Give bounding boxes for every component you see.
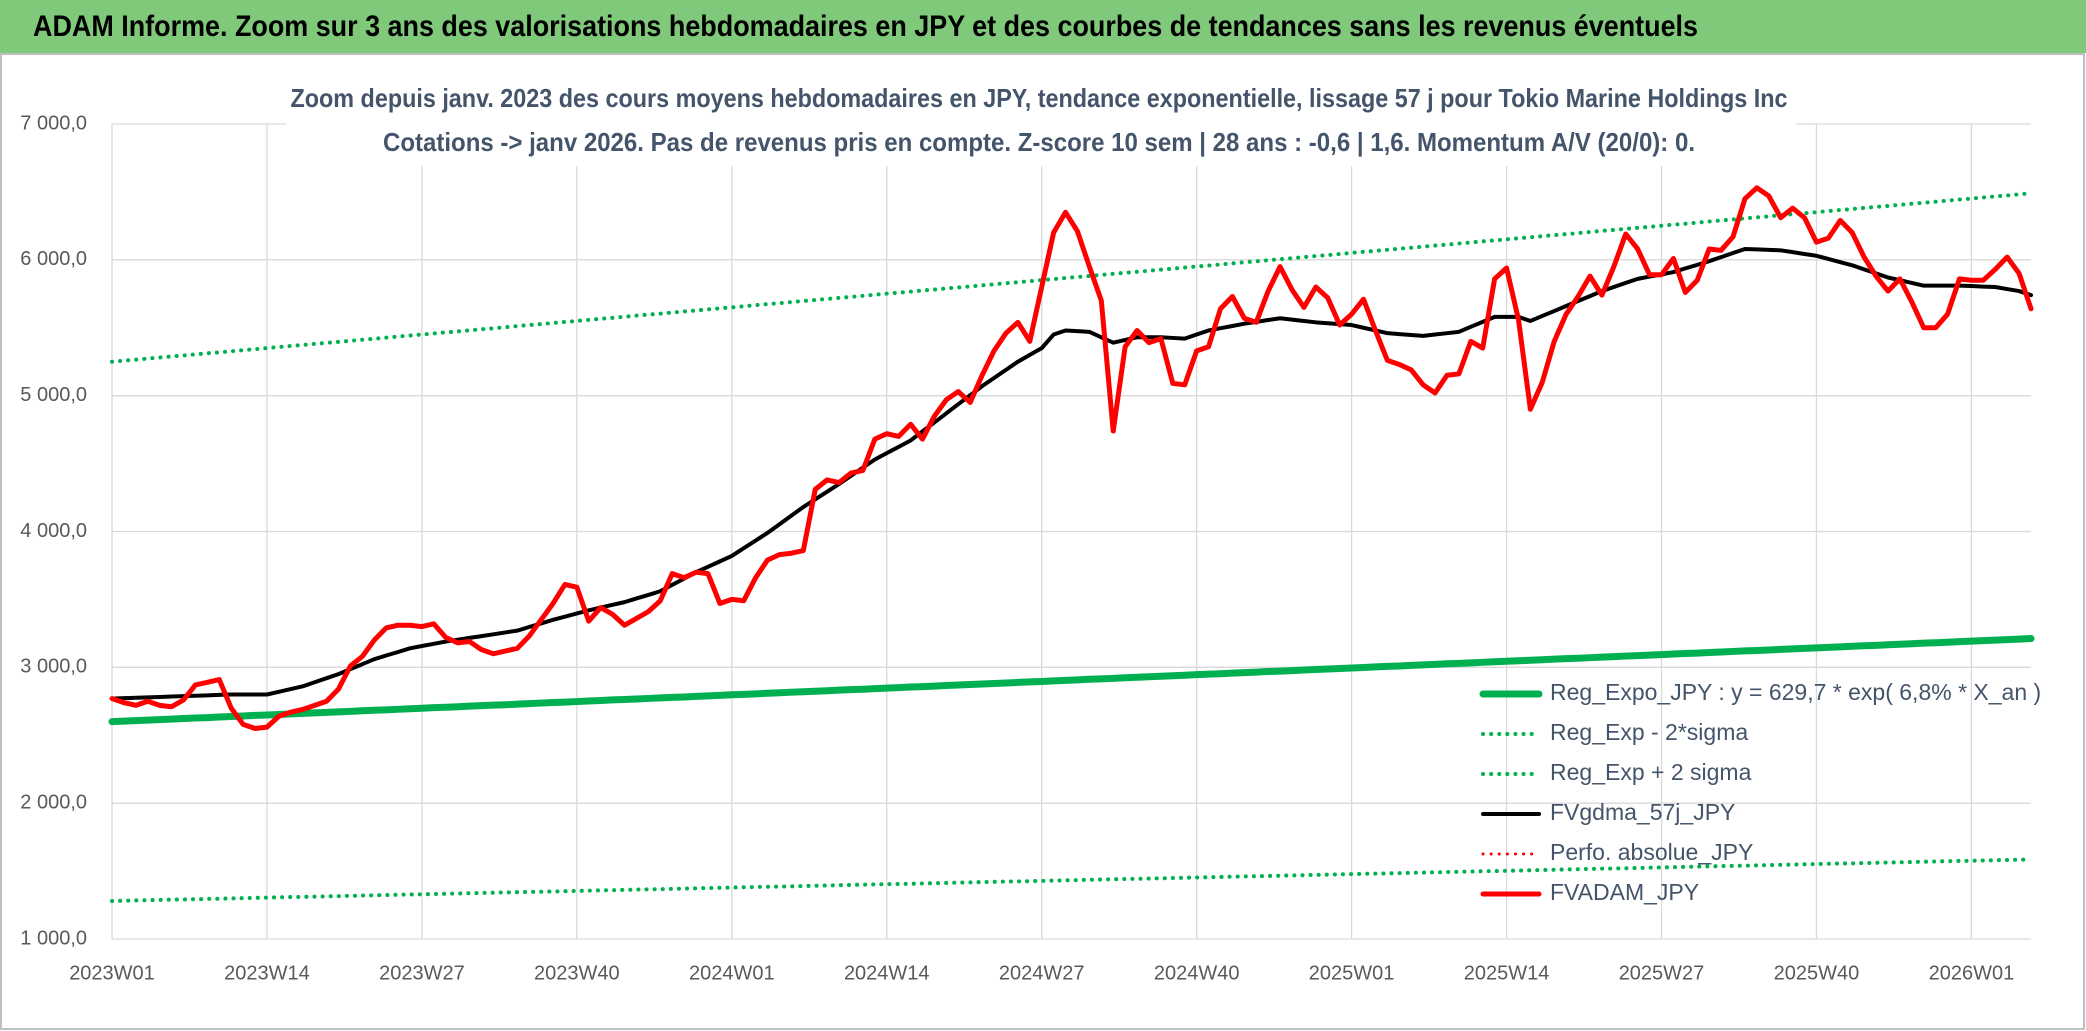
- y-tick-label: 4 000,0: [20, 520, 87, 542]
- y-tick-label: 6 000,0: [20, 248, 87, 270]
- x-tick-label: 2024W01: [689, 962, 775, 984]
- legend-label: Reg_Exp + 2 sigma: [1550, 759, 1752, 785]
- chart-subtitle: Cotations -> janv 2026. Pas de revenus p…: [383, 127, 1695, 157]
- y-tick-label: 1 000,0: [20, 927, 87, 949]
- title-box: [286, 80, 1796, 166]
- legend-label: Reg_Exp - 2*sigma: [1550, 719, 1748, 745]
- legend-label: FVADAM_JPY: [1550, 879, 1699, 905]
- y-tick-label: 7 000,0: [20, 112, 87, 134]
- legend-label: Reg_Expo_JPY : y = 629,7 * exp( 6,8% * X…: [1550, 679, 2041, 705]
- y-tick-label: 5 000,0: [20, 384, 87, 406]
- legend-label: Perfo. absolue_JPY: [1550, 839, 1753, 865]
- header-title: ADAM Informe. Zoom sur 3 ans des valoris…: [33, 10, 1698, 43]
- x-tick-label: 2023W27: [379, 962, 465, 984]
- legend-label: FVgdma_57j_JPY: [1550, 799, 1735, 825]
- x-tick-label: 2026W01: [1929, 962, 2015, 984]
- x-tick-label: 2024W14: [844, 962, 930, 984]
- series-line: [108, 635, 2035, 726]
- x-tick-label: 2025W01: [1309, 962, 1395, 984]
- x-tick-label: 2025W40: [1774, 962, 1860, 984]
- plot-area: 1 000,0 2 000,0 3 000,0 4 000,0 5 000,0 6 000…: [20, 112, 2035, 984]
- x-tick-label: 2025W14: [1464, 962, 1550, 984]
- x-tick-label: 2023W01: [69, 962, 155, 984]
- legend: Reg_Expo_JPY : y = 629,7 * exp( 6,8% * X…: [1479, 679, 2041, 905]
- series-line: [110, 246, 2033, 701]
- x-tick-label: 2025W27: [1619, 962, 1705, 984]
- chart-title: Zoom depuis janv. 2023 des cours moyens …: [291, 83, 1788, 113]
- x-tick-label: 2023W14: [224, 962, 310, 984]
- series-line: [110, 191, 2033, 364]
- series-line: [109, 185, 2034, 731]
- x-tick-label: 2024W40: [1154, 962, 1240, 984]
- x-tick-label: 2024W27: [999, 962, 1085, 984]
- x-tick-label: 2023W40: [534, 962, 620, 984]
- header-bar: [0, 0, 2086, 53]
- y-tick-label: 3 000,0: [20, 656, 87, 678]
- y-tick-label: 2 000,0: [20, 791, 87, 813]
